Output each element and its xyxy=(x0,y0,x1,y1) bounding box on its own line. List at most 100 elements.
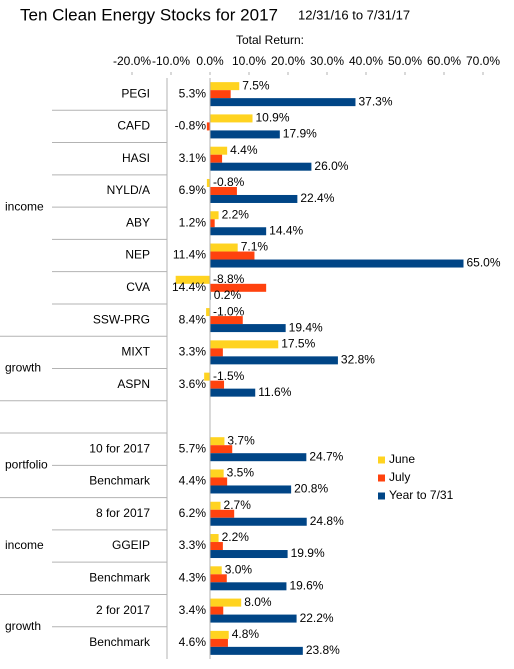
value-label: -0.8% xyxy=(213,175,245,189)
value-label: 8.4% xyxy=(179,312,207,326)
bar xyxy=(210,380,225,389)
value-label: 11.6% xyxy=(258,385,291,399)
bar xyxy=(210,469,224,478)
legend-label: June xyxy=(389,452,415,466)
x-tick-label: 40.0% xyxy=(349,54,383,68)
bar xyxy=(210,130,280,139)
x-tick-label: 50.0% xyxy=(388,54,422,68)
value-label: 20.8% xyxy=(294,482,328,496)
category-label: 10 for 2017 xyxy=(89,441,150,455)
value-label: 2.2% xyxy=(222,530,250,544)
value-label: 4.8% xyxy=(232,627,260,641)
bar xyxy=(210,606,224,615)
bar xyxy=(210,453,307,462)
bar xyxy=(210,574,227,583)
group-label: income xyxy=(5,199,44,213)
category-label: CAFD xyxy=(117,119,150,133)
bar xyxy=(206,178,210,187)
value-label: 7.5% xyxy=(242,78,270,92)
x-tick-label: -20.0% xyxy=(113,54,151,68)
value-label: -1.5% xyxy=(213,369,245,383)
bar xyxy=(210,477,228,486)
value-label: 8.0% xyxy=(244,595,272,609)
bar xyxy=(210,114,253,123)
category-label: PEGI xyxy=(121,86,150,100)
bar xyxy=(175,275,210,284)
value-label: 3.0% xyxy=(225,562,253,576)
value-label: 24.8% xyxy=(310,514,344,528)
bar xyxy=(210,517,307,526)
bar xyxy=(210,146,228,155)
bar xyxy=(210,243,238,252)
value-label: 19.6% xyxy=(289,578,323,592)
bar xyxy=(210,316,243,325)
value-label: 6.2% xyxy=(179,506,207,520)
value-label: -0.8% xyxy=(175,119,207,133)
legend-swatch xyxy=(378,474,385,482)
value-label: 2.7% xyxy=(224,498,252,512)
bar xyxy=(210,194,298,203)
chart-title: Ten Clean Energy Stocks for 2017 xyxy=(20,5,278,24)
bar xyxy=(210,509,235,518)
value-label: 6.9% xyxy=(179,183,207,197)
bar xyxy=(210,550,288,559)
value-label: 7.1% xyxy=(241,240,269,254)
x-tick-label: 30.0% xyxy=(310,54,344,68)
bar xyxy=(210,251,255,260)
bar xyxy=(210,598,242,607)
value-label: 0.2% xyxy=(214,288,242,302)
value-label: -1.0% xyxy=(213,304,245,318)
bar xyxy=(210,259,464,268)
legend-label: Year to 7/31 xyxy=(389,488,454,502)
chart-subtitle: 12/31/16 to 7/31/17 xyxy=(298,7,410,22)
value-label: 4.6% xyxy=(179,635,207,649)
x-tick-label: 0.0% xyxy=(196,54,224,68)
x-tick-label: 20.0% xyxy=(271,54,305,68)
value-label: 17.5% xyxy=(281,337,315,351)
value-label: 22.4% xyxy=(300,191,334,205)
group-label: growth xyxy=(5,619,41,633)
bar xyxy=(210,501,221,510)
category-label: 8 for 2017 xyxy=(96,506,150,520)
value-label: 11.4% xyxy=(173,248,206,262)
bar xyxy=(210,340,279,349)
bar xyxy=(210,542,223,551)
value-label: 19.9% xyxy=(291,546,325,560)
bar xyxy=(210,283,267,292)
value-label: 22.2% xyxy=(300,611,334,625)
legend-swatch xyxy=(378,456,385,464)
category-label: NEP xyxy=(125,248,150,262)
value-label: 65.0% xyxy=(467,256,501,270)
value-label: 23.8% xyxy=(306,643,340,657)
bar xyxy=(210,445,233,454)
value-label: 3.7% xyxy=(227,433,255,447)
category-label: HASI xyxy=(122,151,150,165)
category-label: Benchmark xyxy=(89,474,151,488)
category-label: ABY xyxy=(126,215,150,229)
bar xyxy=(210,437,225,446)
value-label: 4.4% xyxy=(230,143,258,157)
value-label: 4.3% xyxy=(179,570,207,584)
category-label: 2 for 2017 xyxy=(96,603,150,617)
bar xyxy=(210,630,229,639)
group-label: growth xyxy=(5,361,41,375)
bar xyxy=(206,122,210,131)
bar xyxy=(210,90,231,99)
value-label: 1.2% xyxy=(179,215,207,229)
value-label: 3.4% xyxy=(179,603,207,617)
value-label: 3.5% xyxy=(227,466,255,480)
bar xyxy=(204,372,210,381)
category-label: ASPN xyxy=(117,377,150,391)
value-label: 37.3% xyxy=(358,94,392,108)
bar xyxy=(210,582,287,591)
value-label: 2.2% xyxy=(222,207,250,221)
bar xyxy=(210,219,215,228)
bar xyxy=(206,308,210,317)
bar xyxy=(210,348,223,357)
bar xyxy=(210,162,312,171)
bar xyxy=(210,356,338,365)
group-label: portfolio xyxy=(5,458,48,472)
x-tick-label: 60.0% xyxy=(427,54,461,68)
category-label: CVA xyxy=(126,280,150,294)
x-tick-label: -10.0% xyxy=(152,54,190,68)
